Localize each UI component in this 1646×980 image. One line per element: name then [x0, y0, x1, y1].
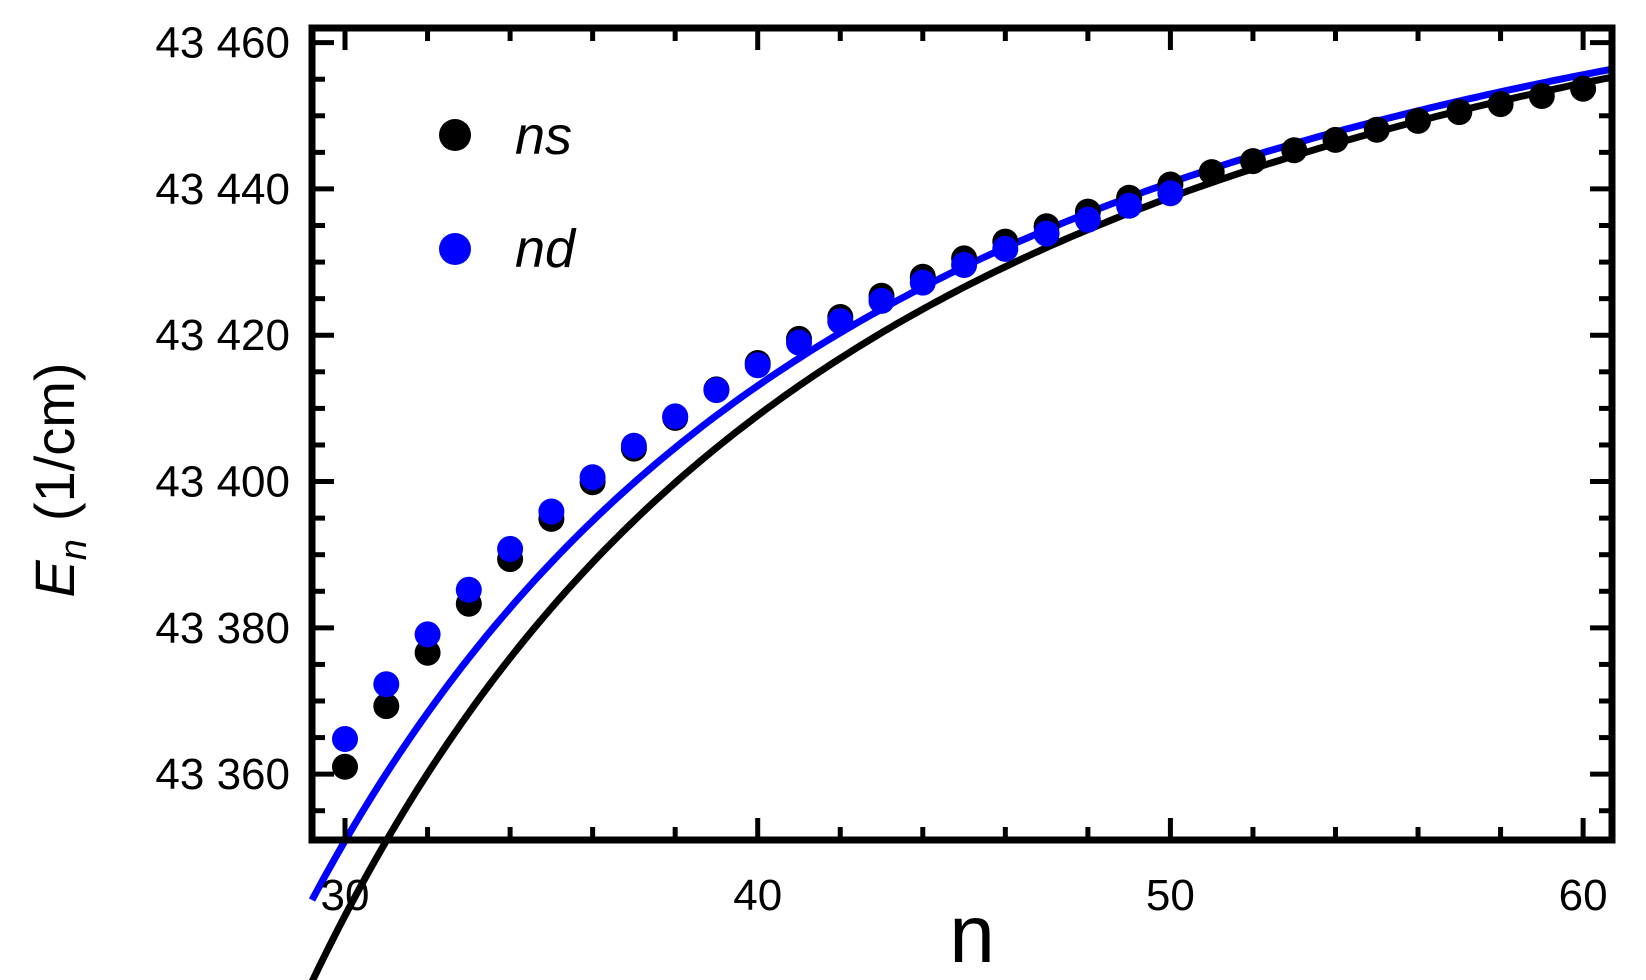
y-axis-label-subscript: n [53, 539, 95, 560]
point-ns [1198, 159, 1225, 186]
point-nd [744, 352, 771, 379]
y-tick-label: 43 360 [155, 750, 290, 799]
point-nd [620, 432, 647, 459]
plot-frame [308, 24, 1616, 844]
point-ns [1570, 75, 1597, 102]
point-nd [1074, 206, 1101, 233]
x-tick-label: 40 [733, 871, 782, 920]
fit-line-ns [308, 73, 1613, 980]
fit-line-nd [308, 65, 1613, 902]
y-axis-label-unit: (1/cm) [23, 362, 86, 521]
point-nd [332, 726, 358, 752]
point-nd [992, 235, 1019, 262]
point-ns [1322, 126, 1349, 153]
point-nd [414, 621, 441, 648]
point-nd [868, 287, 895, 314]
point-nd [1033, 220, 1060, 247]
y-tick-label: 43 380 [155, 604, 290, 653]
point-nd [1157, 180, 1184, 207]
point-nd [373, 671, 400, 698]
point-nd [497, 535, 524, 562]
y-tick-label: 43 400 [155, 458, 290, 507]
point-ns [1281, 137, 1308, 164]
point-ns [373, 693, 400, 720]
legend-marker-ns [439, 119, 471, 151]
point-nd [1116, 192, 1143, 219]
legend-marker-nd [439, 233, 471, 265]
y-axis-label: En (1/cm) [23, 362, 95, 597]
y-tick-label: 43 420 [155, 311, 290, 360]
x-tick-label: 30 [321, 871, 370, 920]
point-nd [579, 464, 606, 491]
point-ns [414, 639, 441, 666]
point-ns [1528, 83, 1555, 109]
axis-ticks [312, 28, 1612, 840]
point-nd [455, 576, 482, 603]
point-ns [1405, 107, 1431, 134]
y-tick-label: 43 440 [155, 165, 290, 214]
point-nd [703, 377, 730, 404]
point-nd [538, 498, 565, 525]
point-nd [827, 308, 854, 335]
y-tick-labels: 43 360 43 380 43 400 43 420 43 440 43 460 [155, 19, 290, 800]
legend-label-ns: ns [515, 106, 572, 166]
x-tick-labels: 30 40 50 60 [321, 871, 1608, 920]
point-nd [909, 269, 936, 296]
legend-label-nd: nd [515, 219, 577, 279]
x-tick-label: 60 [1559, 871, 1608, 920]
point-ns [1363, 116, 1390, 143]
legend: ns nd [439, 106, 577, 279]
x-axis-label: n [949, 889, 995, 980]
point-nd [951, 252, 978, 278]
point-ns [332, 753, 358, 780]
data-points [332, 75, 1597, 780]
y-tick-label: 43 460 [155, 19, 290, 68]
point-nd [662, 403, 689, 430]
x-tick-label: 50 [1146, 871, 1195, 920]
y-axis-label-main: E [23, 560, 86, 598]
point-ns [1240, 148, 1266, 175]
point-ns [1446, 99, 1473, 126]
point-nd [786, 329, 812, 356]
point-ns [1487, 91, 1514, 118]
